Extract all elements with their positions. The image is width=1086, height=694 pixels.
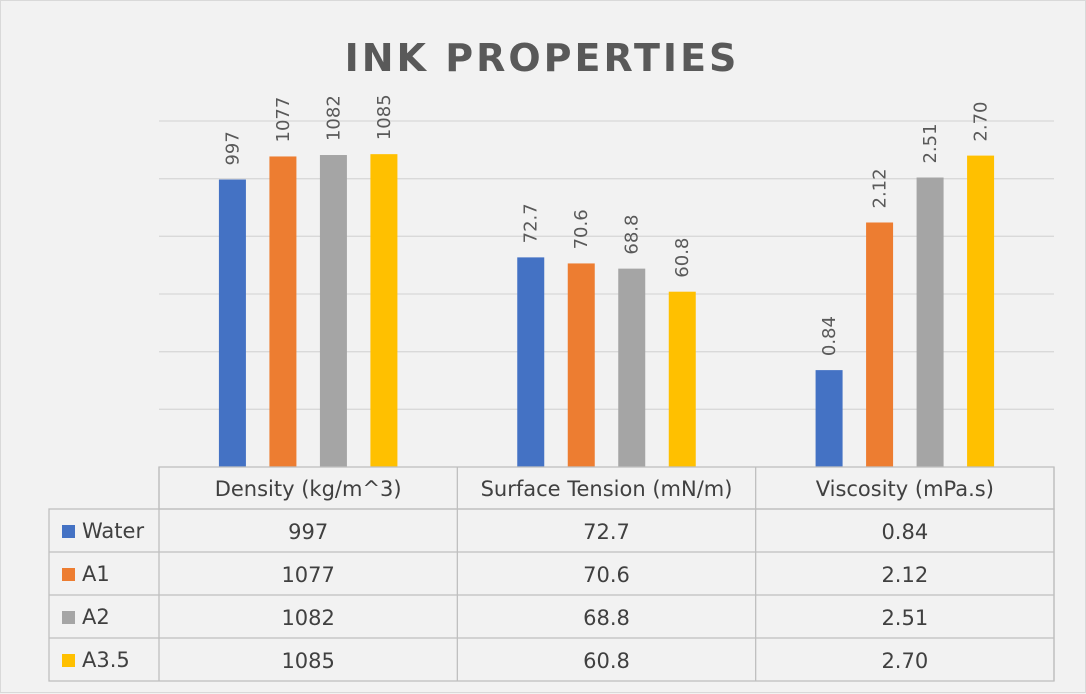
legend-entry: A2 <box>82 605 110 629</box>
bars <box>218 154 995 468</box>
data-label: 2.70 <box>971 102 992 142</box>
bar-water-2 <box>815 370 843 467</box>
category-label: Surface Tension (mN/m) <box>481 477 733 501</box>
table-cell: 1085 <box>281 649 334 673</box>
data-label: 1077 <box>273 97 294 143</box>
data-label: 60.8 <box>672 238 693 278</box>
data-label: 0.84 <box>819 316 840 356</box>
data-label: 68.8 <box>622 215 643 255</box>
data-label: 2.51 <box>920 123 941 163</box>
bar-water-0 <box>218 179 246 467</box>
legend-entry: A1 <box>82 562 110 586</box>
bar-a1-1 <box>567 263 595 467</box>
data-table: Density (kg/m^3) Surface Tension (mN/m) Vi… <box>48 466 1055 682</box>
table-cell: 68.8 <box>583 606 630 630</box>
chart-title: INK PROPERTIES <box>345 36 740 80</box>
data-label: 70.6 <box>571 209 592 249</box>
category-label: Density (kg/m^3) <box>215 477 402 501</box>
bar-a3-5-0 <box>370 154 398 468</box>
table-cell: 2.51 <box>881 606 928 630</box>
table-cell: 1077 <box>281 563 334 587</box>
bar-a2-2 <box>916 177 944 467</box>
bar-a1-0 <box>269 156 297 467</box>
legend-key-a3-5 <box>62 654 75 667</box>
category-label: Viscosity (mPa.s) <box>816 477 994 501</box>
bar-a2-0 <box>319 155 347 468</box>
bar-a3-5-1 <box>668 291 696 467</box>
table-cell: 0.84 <box>881 520 928 544</box>
legend-entry: Water <box>82 519 144 543</box>
data-label: 997 <box>222 131 243 165</box>
bar-a3-5-2 <box>967 155 995 467</box>
bar-a1-2 <box>866 222 894 467</box>
legend-key-a2 <box>62 611 75 624</box>
bar-water-1 <box>517 257 545 467</box>
data-label: 2.12 <box>870 168 891 208</box>
data-label: 1085 <box>374 94 395 140</box>
table-cell: 70.6 <box>583 563 630 587</box>
table-cell: 997 <box>288 520 328 544</box>
table-cell: 72.7 <box>583 520 630 544</box>
data-labels: 997 1077 1082 1085 72.7 70.6 68.8 60.8 0.84 2.12 2… <box>222 94 991 356</box>
table-cell: 2.70 <box>881 649 928 673</box>
bar-a2-1 <box>618 268 646 467</box>
table-cell: 60.8 <box>583 649 630 673</box>
legend-entry: A3.5 <box>82 648 130 672</box>
data-label: 1082 <box>323 95 344 141</box>
gridlines <box>159 120 1054 410</box>
legend-key-a1 <box>62 568 75 581</box>
table-cell: 1082 <box>281 606 334 630</box>
table-cell: 2.12 <box>881 563 928 587</box>
legend-key-water <box>62 525 75 538</box>
data-label: 72.7 <box>521 203 542 243</box>
